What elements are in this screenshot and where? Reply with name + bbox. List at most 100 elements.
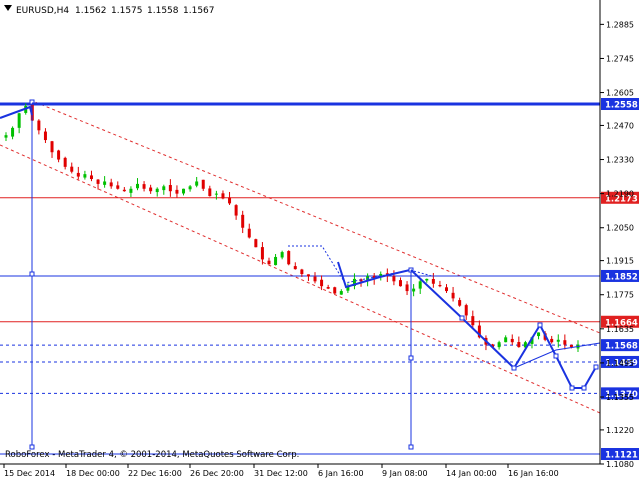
price-tick-label: 1.2190 (606, 190, 634, 199)
marker-square (569, 385, 575, 391)
candle-body (530, 337, 534, 344)
candle-body (293, 266, 297, 270)
candle-body (195, 181, 199, 186)
time-tick-label: 16 Jan 16:00 (508, 469, 559, 478)
candles (4, 100, 580, 353)
level-badge-label: 1.2558 (605, 101, 638, 111)
candle-body (300, 269, 304, 275)
marker-square (29, 271, 35, 277)
candle-body (234, 205, 238, 216)
candle-body (109, 182, 113, 187)
candle-body (451, 292, 455, 299)
candle-body (103, 181, 107, 185)
candle-body (11, 127, 15, 137)
candle-body (182, 188, 186, 194)
candle-body (135, 183, 139, 189)
wave-segment (337, 261, 411, 289)
level-badge-1.1370 (601, 387, 639, 400)
price-tick-label: 1.2470 (606, 121, 634, 130)
candle-body (563, 340, 567, 345)
level-badge-label: 1.1852 (605, 272, 638, 282)
candle-body (477, 325, 481, 338)
candle-body (346, 286, 350, 291)
candle-body (168, 185, 172, 192)
candle-body (241, 214, 245, 228)
candle-body (83, 174, 87, 178)
time-tick-label: 6 Jan 16:00 (318, 469, 364, 478)
candle-body (17, 113, 21, 128)
price-tick-label: 1.2745 (606, 54, 634, 63)
candle-body (214, 193, 218, 195)
candle-body (37, 120, 41, 131)
level-badge-label: 1.1568 (605, 342, 638, 352)
time-tick-label: 31 Dec 12:00 (254, 469, 308, 478)
candle-body (63, 157, 67, 167)
candle-body (458, 300, 462, 306)
price-tick-label: 1.1220 (606, 426, 634, 435)
wave-segment (0, 105, 33, 119)
marker-square (408, 444, 414, 450)
price-tick-label: 1.2605 (606, 89, 634, 98)
candle-body (201, 179, 205, 189)
price-tick-label: 1.2050 (606, 224, 634, 233)
candle-body (326, 287, 330, 289)
marker-square (408, 355, 414, 361)
candle-body (425, 278, 429, 281)
candle-body (267, 260, 271, 265)
candle-body (221, 193, 225, 199)
time-tick-label: 14 Jan 00:00 (446, 469, 497, 478)
marker-square (537, 322, 543, 328)
candle-body (260, 247, 264, 260)
level-badge-label: 1.2173 (605, 194, 638, 204)
candle-body (70, 166, 74, 172)
candle-body (418, 281, 422, 289)
copyright-label: RoboForex - MetaTrader 4, © 2001-2014, M… (5, 450, 299, 460)
candle-body (491, 344, 495, 348)
candle-body (274, 256, 278, 266)
candle-body (280, 252, 284, 258)
level-badge-label: 1.1499 (605, 358, 638, 368)
candle-body (523, 342, 527, 348)
candle-body (247, 228, 251, 238)
candle-body (398, 280, 402, 287)
time-tick-label: 15 Dec 2014 (4, 469, 55, 478)
candle-body (497, 342, 501, 348)
price-tick-label: 1.2330 (606, 156, 634, 165)
candle-body (445, 287, 449, 292)
triangle-down-icon (4, 5, 12, 11)
candle-body (116, 185, 120, 189)
channel-lower-line (0, 144, 601, 414)
marker-square (459, 315, 465, 321)
price-tick-label: 1.1915 (606, 257, 634, 266)
candle-body (43, 131, 47, 141)
marker-square (29, 99, 35, 105)
candle-body (537, 332, 541, 337)
marker-square (553, 353, 559, 359)
candle-body (405, 284, 409, 292)
candle-body (339, 291, 343, 295)
marker-square (29, 444, 35, 450)
candle-body (471, 316, 475, 326)
price-tick-label: 1.1355 (606, 393, 634, 402)
pattern-overlays (0, 99, 601, 450)
close-value: 1.1567 (183, 6, 215, 16)
level-badge-1.1664 (601, 315, 639, 328)
candle-body (287, 251, 291, 265)
time-axis: 15 Dec 2014 18 Dec 00:00 22 Dec 16:00 26 De… (0, 463, 600, 478)
candle-body (122, 189, 126, 192)
price-tick-label: 1.1080 (606, 460, 634, 469)
level-badge-1.2173 (601, 191, 639, 204)
candle-body (306, 274, 310, 277)
candle-body (550, 338, 554, 343)
candle-body (569, 344, 573, 348)
candle-body (333, 287, 337, 294)
candle-body (379, 274, 383, 278)
price-axis: 1.2885 1.2745 1.2605 1.2470 1.2330 1.2190 1.20… (599, 0, 634, 469)
candle-body (149, 187, 153, 192)
symbol-label: EURUSD,H4 (16, 6, 69, 16)
high-value: 1.1575 (111, 6, 143, 16)
marker-square (593, 364, 599, 370)
level-badge-1.1499 (601, 355, 639, 368)
